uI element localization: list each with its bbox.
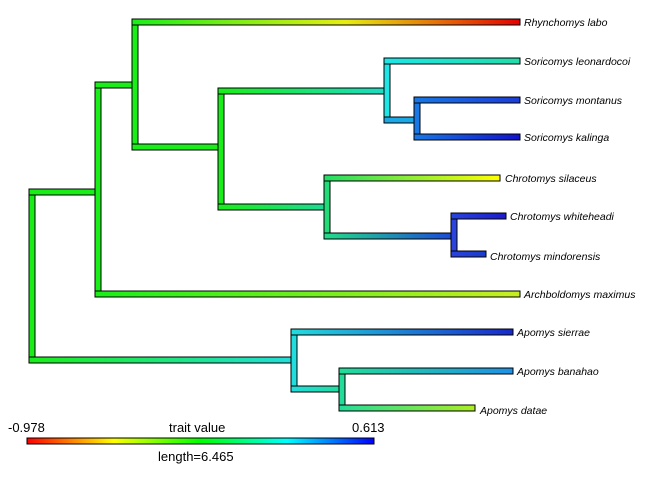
branch-sierrae (290, 328, 514, 336)
tip-label: Soricomys leonardocoi (524, 56, 631, 68)
branch-white-mind (323, 232, 457, 240)
color-legend: -0.978 trait value 0.613 length=6.465 (8, 420, 385, 464)
tip-label: Apomys datae (479, 405, 547, 417)
tip-label: Chrotomys whiteheadi (510, 211, 615, 223)
branch-main-clade (28, 188, 100, 196)
branch-white-mind-vertical (450, 212, 458, 258)
tip-label: Apomys sierrae (516, 327, 590, 339)
branch-silaceus (323, 174, 501, 182)
branch-main-vertical (94, 81, 102, 298)
branch-chrotomys-vertical (323, 174, 331, 240)
branch-kalinga (413, 133, 521, 141)
legend-max-label: 0.613 (352, 420, 385, 435)
branch-montanus (413, 96, 521, 104)
branch-mindorensis (450, 250, 487, 258)
branch-leonardocoi (383, 57, 521, 65)
branch-whiteheadi (450, 212, 507, 220)
legend-title: trait value (169, 420, 225, 435)
tip-label: Apomys banahao (516, 366, 599, 378)
branch-datae (338, 404, 476, 412)
branch-upper-vertical (131, 18, 139, 151)
tip-labels: Rhynchomys labo Soricomys leonardocoi So… (479, 17, 636, 417)
tip-label: Rhynchomys labo (524, 17, 608, 29)
tip-label: Soricomys montanus (524, 95, 623, 107)
branch-sor-chrot (131, 143, 225, 151)
tip-label: Soricomys kalinga (524, 132, 609, 144)
legend-min-label: -0.978 (8, 420, 45, 435)
tree-branches (28, 18, 521, 412)
branch-apomys-clade (28, 356, 298, 364)
tip-label: Chrotomys silaceus (505, 173, 597, 185)
branch-archboldomys (94, 290, 521, 298)
branch-banahao (338, 367, 514, 375)
branch-root-vertical (28, 188, 36, 364)
branch-chrotomys (217, 203, 331, 211)
tip-label: Archboldomys maximus (523, 289, 636, 301)
branch-soricomys (217, 87, 391, 95)
branch-apomys-vertical (290, 328, 298, 393)
tip-label: Chrotomys mindorensis (490, 251, 601, 263)
branch-rhynchomys (131, 18, 521, 26)
legend-length-label: length=6.465 (158, 449, 234, 464)
branch-soricomys-vertical (383, 57, 391, 124)
branch-sor-chrot-vertical (217, 87, 225, 211)
legend-color-bar (26, 437, 375, 445)
branch-banahao-datae (290, 385, 346, 393)
